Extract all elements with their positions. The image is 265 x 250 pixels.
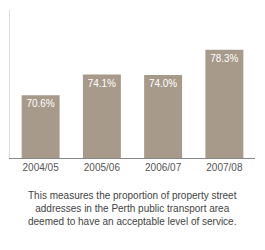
svg-text:70.6%: 70.6% xyxy=(26,98,54,109)
svg-text:This measures the proportion o: This measures the proportion of property… xyxy=(28,190,237,227)
svg-text:2005/06: 2005/06 xyxy=(84,162,121,173)
svg-text:74.0%: 74.0% xyxy=(149,78,177,89)
svg-text:74.1%: 74.1% xyxy=(88,78,116,89)
svg-text:2007/08: 2007/08 xyxy=(206,162,243,173)
svg-text:2004/05: 2004/05 xyxy=(23,162,60,173)
svg-text:78.3%: 78.3% xyxy=(210,53,238,64)
svg-text:2006/07: 2006/07 xyxy=(145,162,182,173)
